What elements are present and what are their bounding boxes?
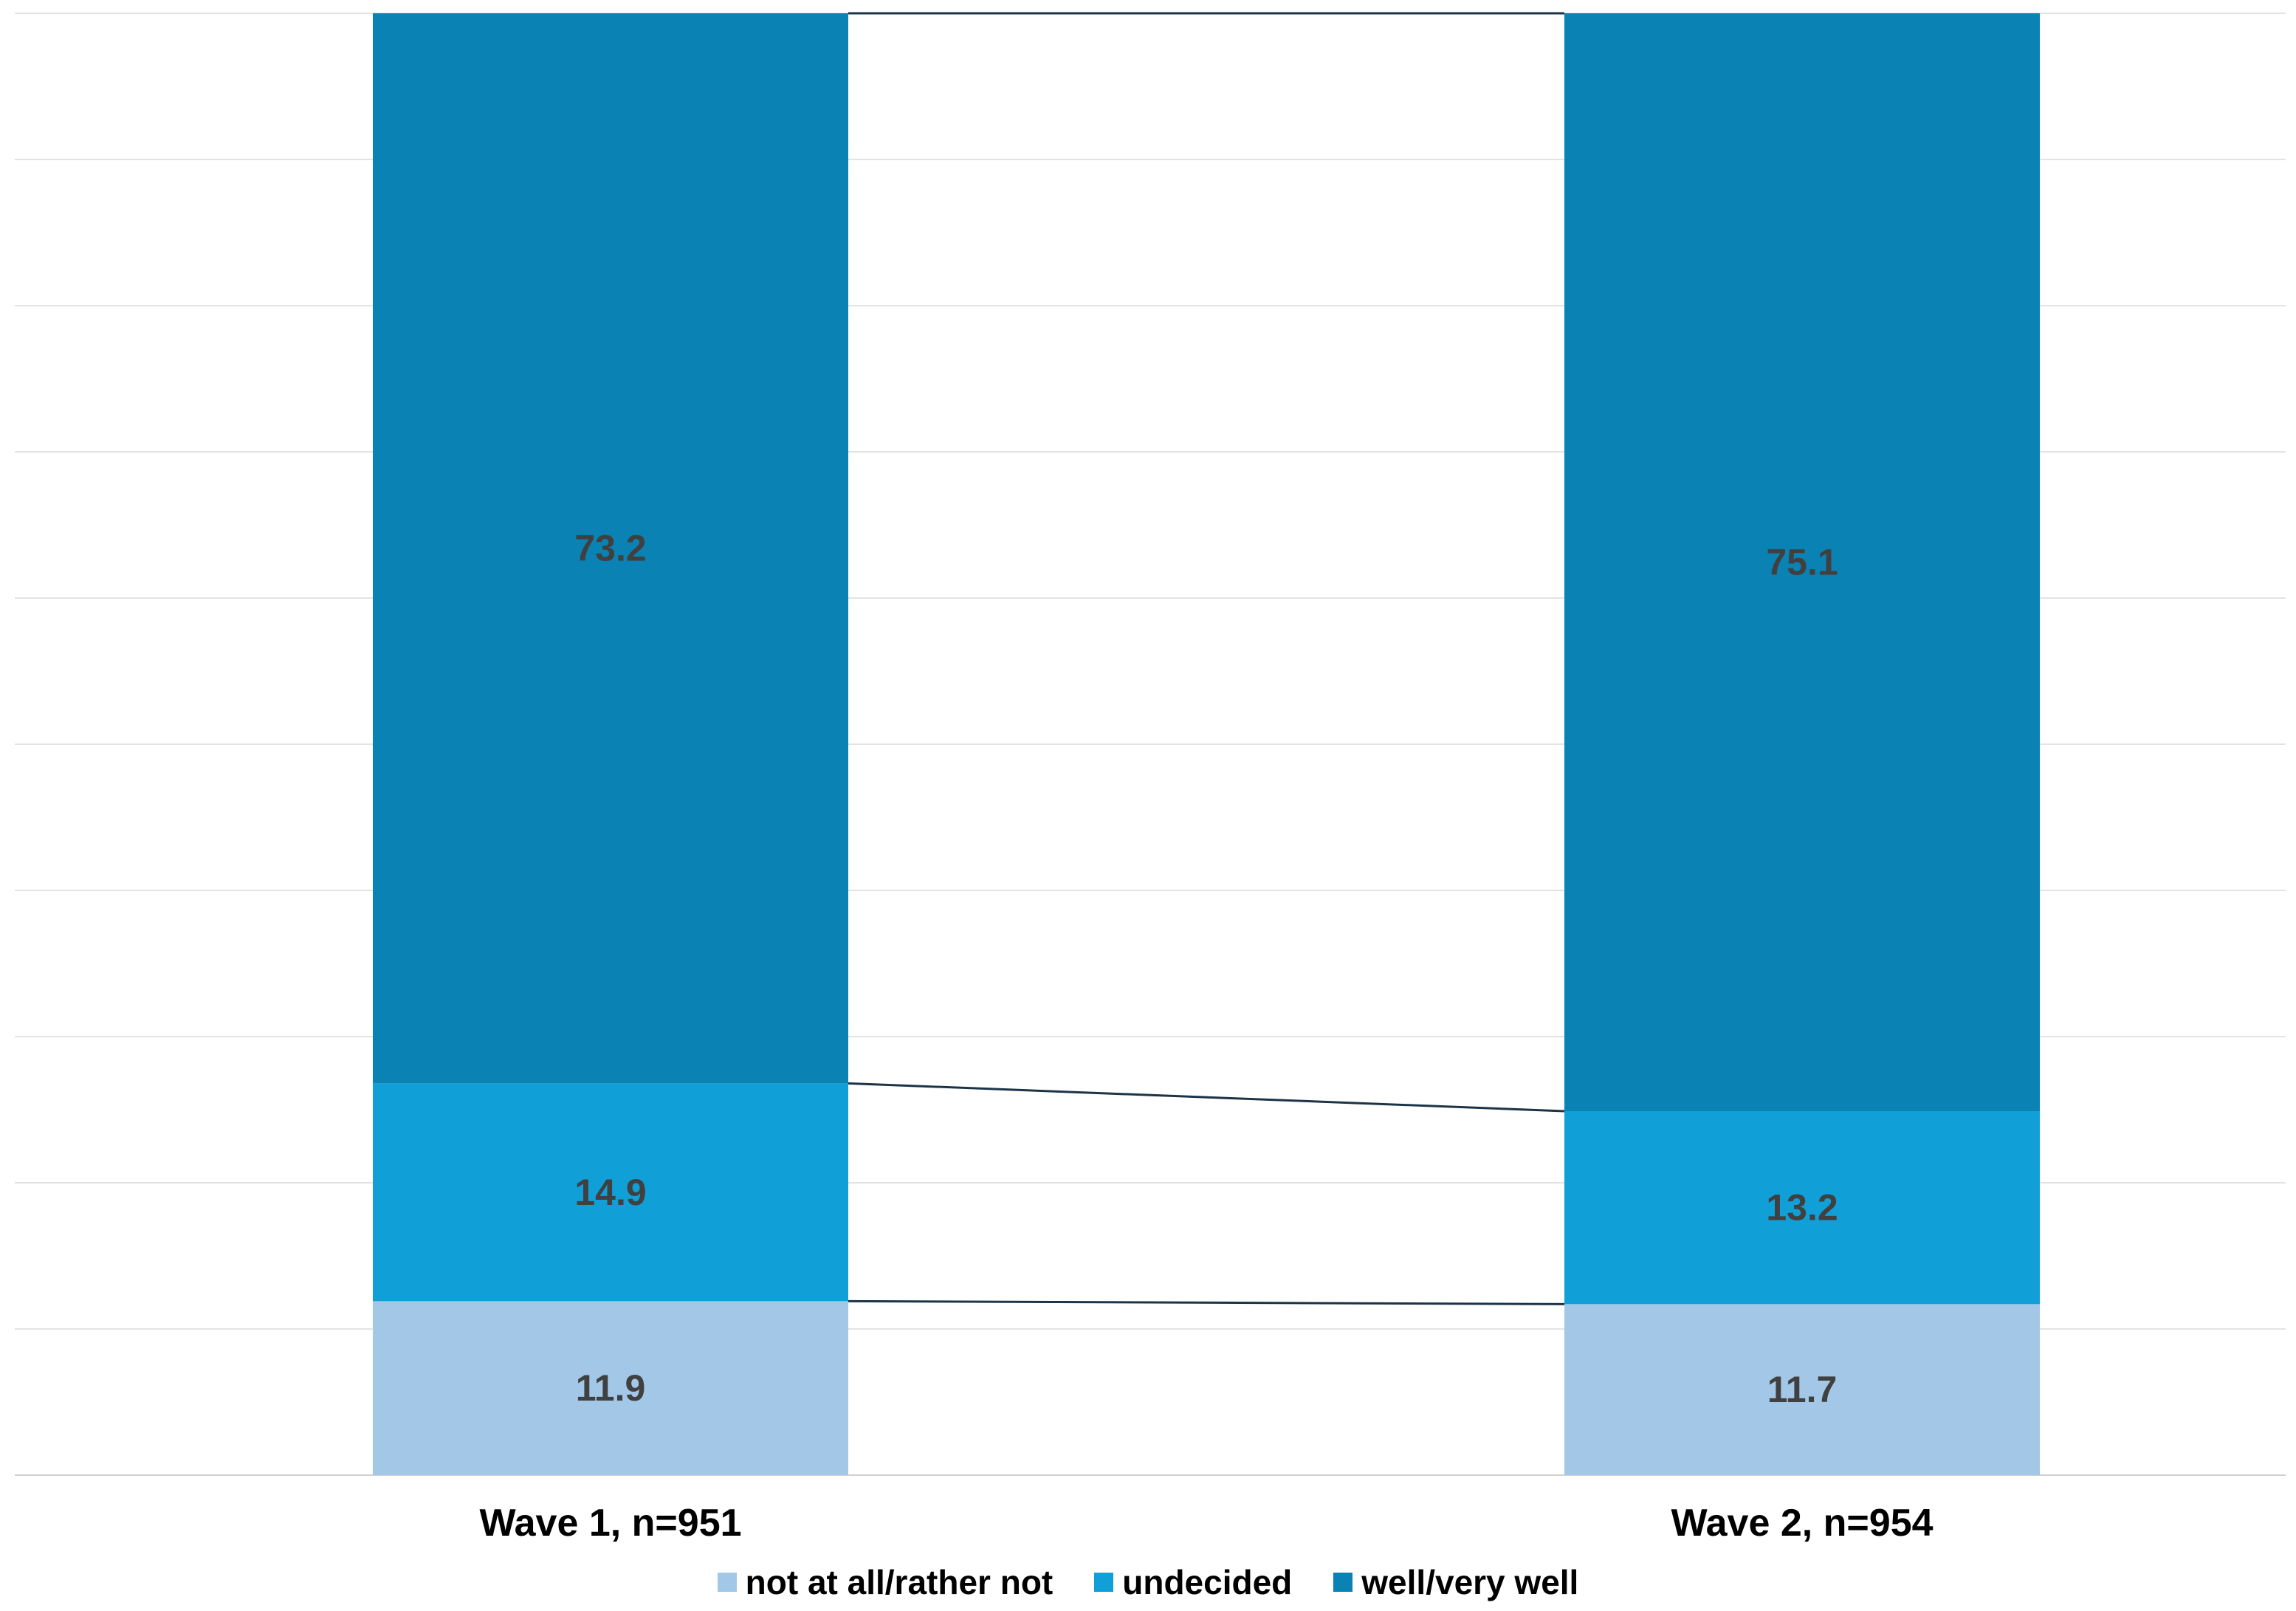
data-label: 73.2 — [574, 528, 646, 569]
legend-label: well/very well — [1361, 1563, 1579, 1601]
bar-segment — [373, 1083, 848, 1302]
legend-label: undecided — [1122, 1563, 1293, 1601]
bar-stacks — [373, 13, 2040, 1475]
legend-item: well/very well — [1333, 1562, 1578, 1602]
category-label: Wave 1, n=951 — [479, 1502, 741, 1545]
data-label: 11.7 — [1767, 1369, 1838, 1410]
data-labels: 11.9 14.9 73.2 11.7 13.2 75.1 — [574, 528, 1838, 1410]
bar-segment — [373, 1301, 848, 1475]
bar-segment — [1564, 13, 2040, 1111]
category-axis-labels: Wave 1, n=951 Wave 2, n=954 — [479, 1502, 1933, 1545]
series-connector-lines — [848, 12, 1565, 1305]
bar-segment — [1564, 1110, 2040, 1305]
bar-segment — [373, 13, 848, 1084]
legend-swatch — [1094, 1573, 1114, 1592]
data-label: 14.9 — [574, 1172, 646, 1213]
legend-swatch — [1333, 1573, 1353, 1592]
legend-item: undecided — [1094, 1562, 1292, 1602]
data-label: 75.1 — [1766, 541, 1838, 583]
series-connector-line — [848, 1299, 1565, 1305]
data-label: 13.2 — [1766, 1187, 1838, 1229]
category-label: Wave 2, n=954 — [1671, 1502, 1933, 1545]
chart-legend: not at all/rather not undecided well/very … — [0, 1562, 2296, 1602]
data-label: 11.9 — [576, 1367, 646, 1409]
legend-label: not at all/rather not — [745, 1563, 1054, 1601]
series-connector-line — [848, 1082, 1565, 1113]
legend-swatch — [717, 1573, 737, 1592]
legend-item: not at all/rather not — [717, 1562, 1054, 1602]
bar-segment — [1564, 1304, 2040, 1475]
